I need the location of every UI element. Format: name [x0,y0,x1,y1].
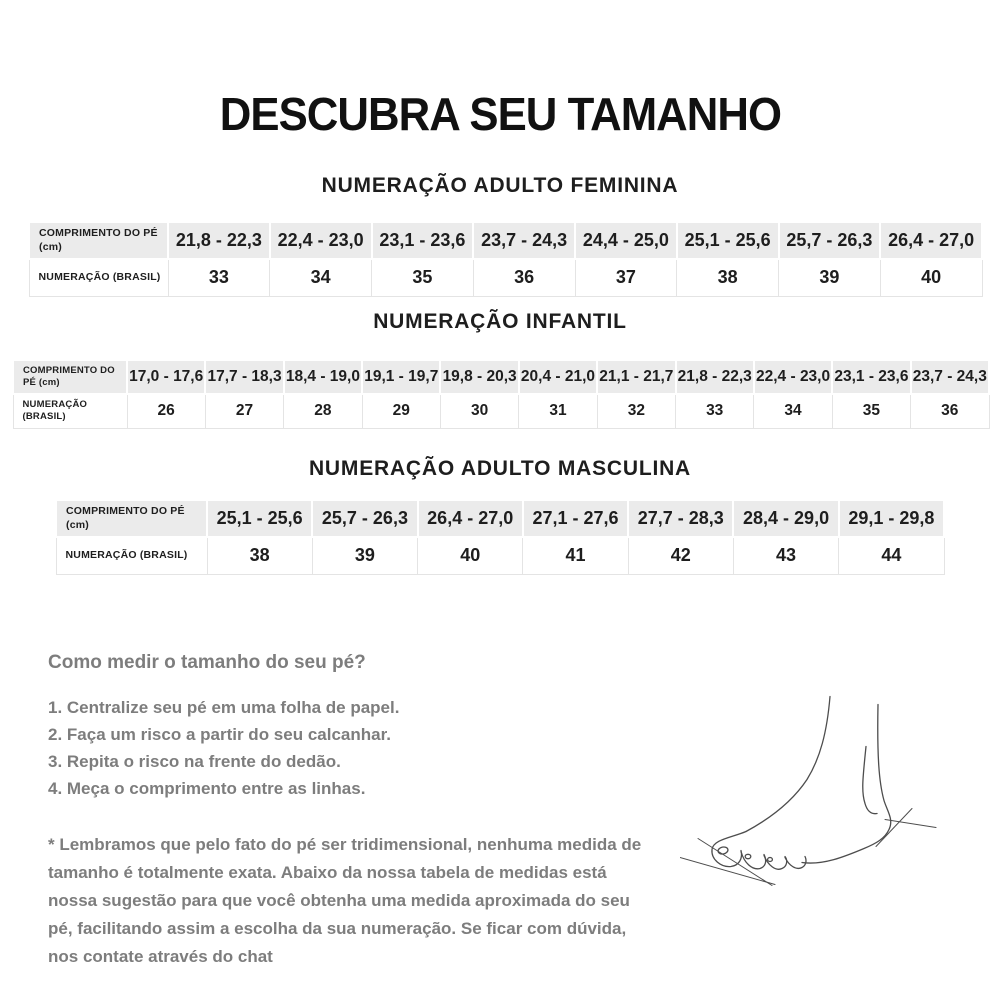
length-range-cell: 23,1 - 23,6 [831,359,912,395]
section-title-feminina: NUMERAÇÃO ADULTO FEMININA [321,174,679,197]
size-row: NUMERAÇÃO (BRASIL) 33 34 35 36 37 38 39 40 [28,258,983,297]
size-number-cell: 38 [206,536,313,575]
size-label: NUMERAÇÃO (BRASIL) [28,258,169,297]
length-range-cell: 19,8 - 20,3 [439,359,520,395]
size-number-cell: 27 [204,393,285,429]
length-range-cell: 27,1 - 27,6 [521,499,630,538]
length-range-cell: 27,7 - 28,3 [627,499,735,538]
page-title: DESCUBRA SEU TAMANHO [219,87,781,140]
measure-line-toes [697,838,773,886]
length-range-cell: 25,7 - 26,3 [311,499,419,538]
length-range-cell: 21,1 - 21,7 [596,359,677,395]
length-label: COMPRIMENTO DO PÉ (cm) [55,499,208,538]
size-number-cell: 35 [831,393,912,429]
length-range-cell: 22,4 - 23,0 [752,359,834,395]
toenail-big [717,846,729,855]
length-range-cell: 18,4 - 19,0 [282,359,364,395]
size-row: NUMERAÇÃO (BRASIL) 26 27 28 29 30 31 32 33 34 35 36 [12,393,990,429]
length-range-cell: 20,4 - 21,0 [517,359,599,395]
size-label: NUMERAÇÃO (BRASIL) [55,536,208,575]
length-row: COMPRIMENTO DO PÉ (cm) 21,8 - 22,3 22,4 - … [28,221,983,260]
size-number-cell: 42 [627,536,734,575]
length-label: COMPRIMENTO DO PÉ (cm) [28,221,169,260]
foot-toe-3 [763,854,788,870]
size-number-cell: 33 [675,393,755,429]
foot-outline-bottom [801,703,892,864]
length-range-cell: 23,1 - 23,6 [370,221,475,260]
size-number-cell: 40 [879,258,983,297]
size-table-feminina: COMPRIMENTO DO PÉ (cm) 21,8 - 22,3 22,4 - … [28,221,983,297]
instructions-heading: Como medir o tamanho do seu pé? [48,652,366,673]
measure-tick-heel [884,819,937,828]
foot-toe-2 [740,850,767,870]
foot-inner-ankle [862,745,878,815]
size-number-cell: 31 [518,393,598,429]
size-number-cell: 30 [439,393,520,429]
measure-step: 4. Meça o comprimento entre as linhas. [48,779,366,798]
length-range-cell: 26,4 - 27,0 [879,221,983,260]
length-range-cell: 26,4 - 27,0 [416,499,524,538]
section-title-infantil: NUMERAÇÃO INFANTIL [373,310,627,333]
length-row: COMPRIMENTO DO PÉ (cm) 17,0 - 17,6 17,7 - … [12,359,991,395]
length-range-cell: 24,4 - 25,0 [574,221,678,260]
length-range-cell: 22,4 - 23,0 [268,221,373,260]
size-label: NUMERAÇÃO (BRASIL) [12,393,128,429]
length-label: COMPRIMENTO DO PÉ (cm) [12,359,128,395]
measure-tick-toes [680,857,776,885]
size-table-infantil: COMPRIMENTO DO PÉ (cm) 17,0 - 17,6 17,7 - … [12,359,991,429]
foot-illustration [680,695,937,886]
length-range-cell: 25,1 - 25,6 [675,221,780,260]
length-range-cell: 21,8 - 22,3 [167,221,271,260]
size-number-cell: 33 [167,258,271,297]
length-range-cell: 23,7 - 24,3 [472,221,576,260]
length-range-cell: 28,4 - 29,0 [732,499,840,538]
measure-line-heel [875,808,913,847]
length-range-cell: 17,0 - 17,6 [125,359,207,395]
size-row: NUMERAÇÃO (BRASIL) 38 39 40 41 42 43 44 [55,536,945,575]
size-number-cell: 41 [522,536,629,575]
measure-step: 2. Faça um risco a partir do seu calcanh… [48,725,391,744]
length-range-cell: 25,7 - 26,3 [777,221,882,260]
size-number-cell: 39 [778,258,881,297]
measure-step: 3. Repita o risco na frente do dedão. [48,752,341,771]
toenail-3 [766,856,774,863]
foot-outline-top [745,695,831,833]
size-number-cell: 40 [417,536,524,575]
measure-step: 1. Centralize seu pé em uma folha de pap… [48,698,400,717]
length-range-cell: 21,8 - 22,3 [674,359,755,395]
size-number-cell: 29 [361,393,441,429]
length-range-cell: 25,1 - 25,6 [205,499,314,538]
length-range-cell: 17,7 - 18,3 [204,359,285,395]
size-number-cell: 28 [283,393,363,429]
toenail-2 [744,853,752,860]
length-range-cell: 23,7 - 24,3 [909,359,991,395]
section-title-masculina: NUMERAÇÃO ADULTO MASCULINA [308,457,692,480]
size-number-cell: 35 [371,258,474,297]
size-number-cell: 36 [910,393,990,429]
foot-toe-4 [784,855,807,869]
size-number-cell: 39 [311,536,419,575]
disclaimer-note: * Lembramos que pelo fato do pé ser trid… [48,835,642,966]
size-number-cell: 36 [472,258,576,297]
size-number-cell: 43 [732,536,840,575]
size-number-cell: 38 [676,258,779,297]
length-range-cell: 29,1 - 29,8 [837,499,946,538]
size-number-cell: 37 [574,258,678,297]
size-number-cell: 44 [838,536,945,575]
foot-big-toe [711,830,747,868]
size-number-cell: 32 [596,393,677,429]
size-table-masculina: COMPRIMENTO DO PÉ (cm) 25,1 - 25,6 25,7 - … [55,499,946,575]
size-number-cell: 34 [753,393,833,429]
measuring-instructions: Como medir o tamanho do seu pé? 1. Centr… [48,652,658,971]
size-number-cell: 34 [269,258,372,297]
length-row: COMPRIMENTO DO PÉ (cm) 25,1 - 25,6 25,7 - … [55,499,946,538]
size-number-cell: 26 [126,393,206,429]
instructions-steps: 1. Centralize seu pé em uma folha de pap… [48,694,658,802]
length-range-cell: 19,1 - 19,7 [361,359,442,395]
